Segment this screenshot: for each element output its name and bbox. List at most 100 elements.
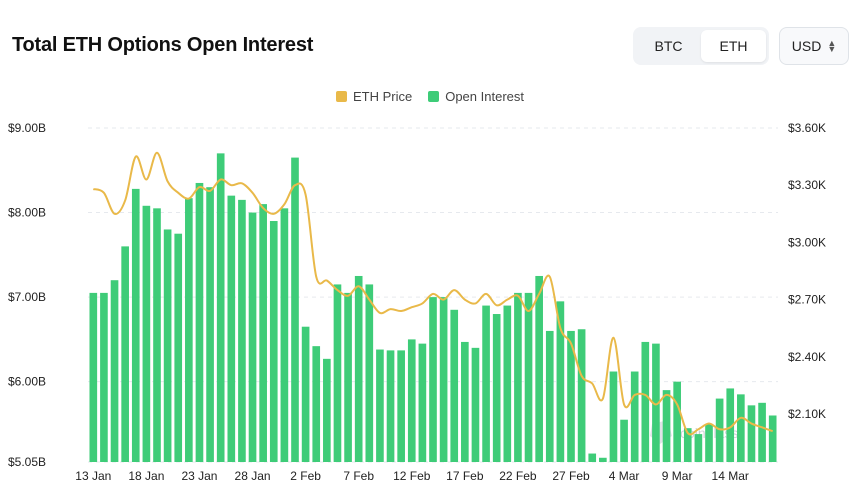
x-axis-tick: 27 Feb [552, 469, 590, 483]
open-interest-bar[interactable] [142, 205, 151, 462]
open-interest-bar[interactable] [121, 246, 129, 462]
open-interest-bar[interactable] [376, 349, 384, 462]
open-interest-bar[interactable] [174, 233, 183, 462]
open-interest-bar[interactable] [545, 330, 554, 462]
open-interest-bar[interactable] [185, 198, 193, 462]
open-interest-bar[interactable] [758, 402, 766, 462]
btc-tab[interactable]: BTC [654, 38, 683, 54]
open-interest-bar[interactable] [439, 297, 448, 462]
open-interest-bar[interactable] [312, 346, 321, 462]
open-interest-bar[interactable] [567, 330, 575, 462]
open-interest-bar[interactable] [673, 381, 681, 462]
open-interest-bar[interactable] [737, 394, 745, 462]
x-axis-tick: 22 Feb [499, 469, 537, 483]
open-interest-bar[interactable] [429, 297, 437, 462]
open-interest-bar[interactable] [323, 358, 331, 462]
chevron-up-down-icon: ▲ ▼ [827, 38, 837, 54]
open-interest-bar[interactable] [683, 428, 692, 462]
x-axis-tick: 2 Feb [290, 469, 321, 483]
eth-tab[interactable]: ETH [701, 30, 766, 62]
x-axis-tick: 17 Feb [446, 469, 484, 483]
open-interest-bar[interactable] [89, 292, 98, 462]
open-interest-bar[interactable] [100, 292, 108, 462]
right-axis-tick: $2.70K [788, 293, 826, 307]
left-axis-tick: $7.00B [8, 290, 46, 304]
legend-swatch-open-interest [428, 91, 440, 102]
open-interest-bar[interactable] [131, 188, 140, 462]
open-interest-bar[interactable] [588, 453, 597, 462]
open-interest-bar[interactable] [450, 309, 459, 462]
open-interest-bar[interactable] [238, 199, 246, 462]
open-interest-bar[interactable] [269, 221, 278, 462]
open-interest-bar[interactable] [301, 326, 310, 462]
open-interest-bar[interactable] [768, 415, 777, 462]
left-axis-ticks: $5.05B $6.00B $7.00B $8.00B $9.00B [8, 121, 46, 469]
open-interest-bar[interactable] [365, 284, 374, 462]
right-axis-tick: $3.00K [788, 235, 826, 249]
open-interest-bar[interactable] [227, 195, 236, 462]
open-interest-bar[interactable] [461, 341, 469, 462]
open-interest-bar[interactable] [333, 284, 342, 462]
open-interest-bar[interactable] [535, 275, 543, 462]
open-interest-bar[interactable] [556, 301, 565, 462]
open-interest-bar[interactable] [747, 405, 756, 462]
open-interest-bar[interactable] [110, 280, 119, 462]
open-interest-bar[interactable] [248, 212, 257, 462]
open-interest-bar[interactable] [694, 434, 703, 462]
x-axis-ticks: 13 Jan 18 Jan 23 Jan 28 Jan 2 Feb 7 Feb 12 Feb… [75, 469, 749, 483]
open-interest-bar[interactable] [344, 292, 352, 462]
open-interest-bar[interactable] [280, 208, 289, 462]
open-interest-bar[interactable] [620, 419, 628, 462]
left-axis-tick: $5.05B [8, 455, 46, 469]
open-interest-bar[interactable] [652, 343, 660, 462]
right-axis-tick: $3.30K [788, 178, 826, 192]
eth-price-line [92, 151, 774, 436]
asset-toggle: BTC ETH [633, 27, 769, 65]
open-interest-bar[interactable] [662, 390, 671, 462]
open-interest-bar[interactable] [482, 305, 490, 462]
open-interest-bar[interactable] [291, 157, 299, 462]
open-interest-bar[interactable] [471, 347, 480, 462]
open-interest-bar[interactable] [153, 208, 161, 462]
open-interest-bar[interactable] [715, 398, 724, 462]
legend-item-open-interest[interactable]: Open Interest [428, 89, 524, 104]
x-axis-tick: 18 Jan [128, 469, 164, 483]
open-interest-bar[interactable] [386, 350, 395, 462]
x-axis-tick: 14 Mar [712, 469, 749, 483]
open-interest-bar[interactable] [492, 314, 501, 462]
x-axis-tick: 9 Mar [662, 469, 693, 483]
open-interest-bar[interactable] [599, 457, 607, 462]
open-interest-bar[interactable] [195, 182, 204, 462]
open-interest-bar[interactable] [577, 329, 586, 462]
x-axis-tick: 23 Jan [181, 469, 217, 483]
left-axis-tick: $8.00B [8, 206, 46, 220]
open-interest-bar[interactable] [354, 275, 363, 462]
open-interest-bar[interactable] [630, 371, 639, 462]
left-axis-tick: $6.00B [8, 375, 46, 389]
currency-select[interactable]: USD ▲ ▼ [779, 27, 849, 65]
open-interest-bar[interactable] [524, 292, 533, 462]
open-interest-bars [89, 153, 777, 463]
eth-price-series-line [92, 151, 774, 436]
open-interest-bar[interactable] [503, 305, 512, 462]
open-interest-bar[interactable] [514, 292, 522, 462]
open-interest-bar[interactable] [397, 350, 405, 462]
x-axis-tick: 12 Feb [393, 469, 431, 483]
legend-label-open-interest: Open Interest [445, 89, 524, 104]
open-interest-bar[interactable] [418, 343, 427, 462]
left-axis-tick: $9.00B [8, 121, 46, 135]
open-interest-bar[interactable] [259, 204, 267, 463]
open-interest-bar[interactable] [726, 388, 735, 462]
open-interest-bar[interactable] [407, 339, 416, 462]
x-axis-tick: 28 Jan [235, 469, 271, 483]
legend-item-price[interactable]: ETH Price [335, 89, 413, 104]
legend-label-price: ETH Price [352, 89, 413, 104]
open-interest-bar[interactable] [163, 229, 172, 462]
open-interest-bar[interactable] [705, 423, 713, 462]
open-interest-bar[interactable] [216, 153, 225, 462]
open-interest-bar[interactable] [609, 371, 618, 462]
open-interest-bar[interactable] [206, 187, 214, 462]
right-axis-ticks: $2.10K $2.40K $2.70K $3.00K $3.30K $3.60K [788, 121, 826, 421]
open-interest-bar[interactable] [641, 341, 650, 462]
